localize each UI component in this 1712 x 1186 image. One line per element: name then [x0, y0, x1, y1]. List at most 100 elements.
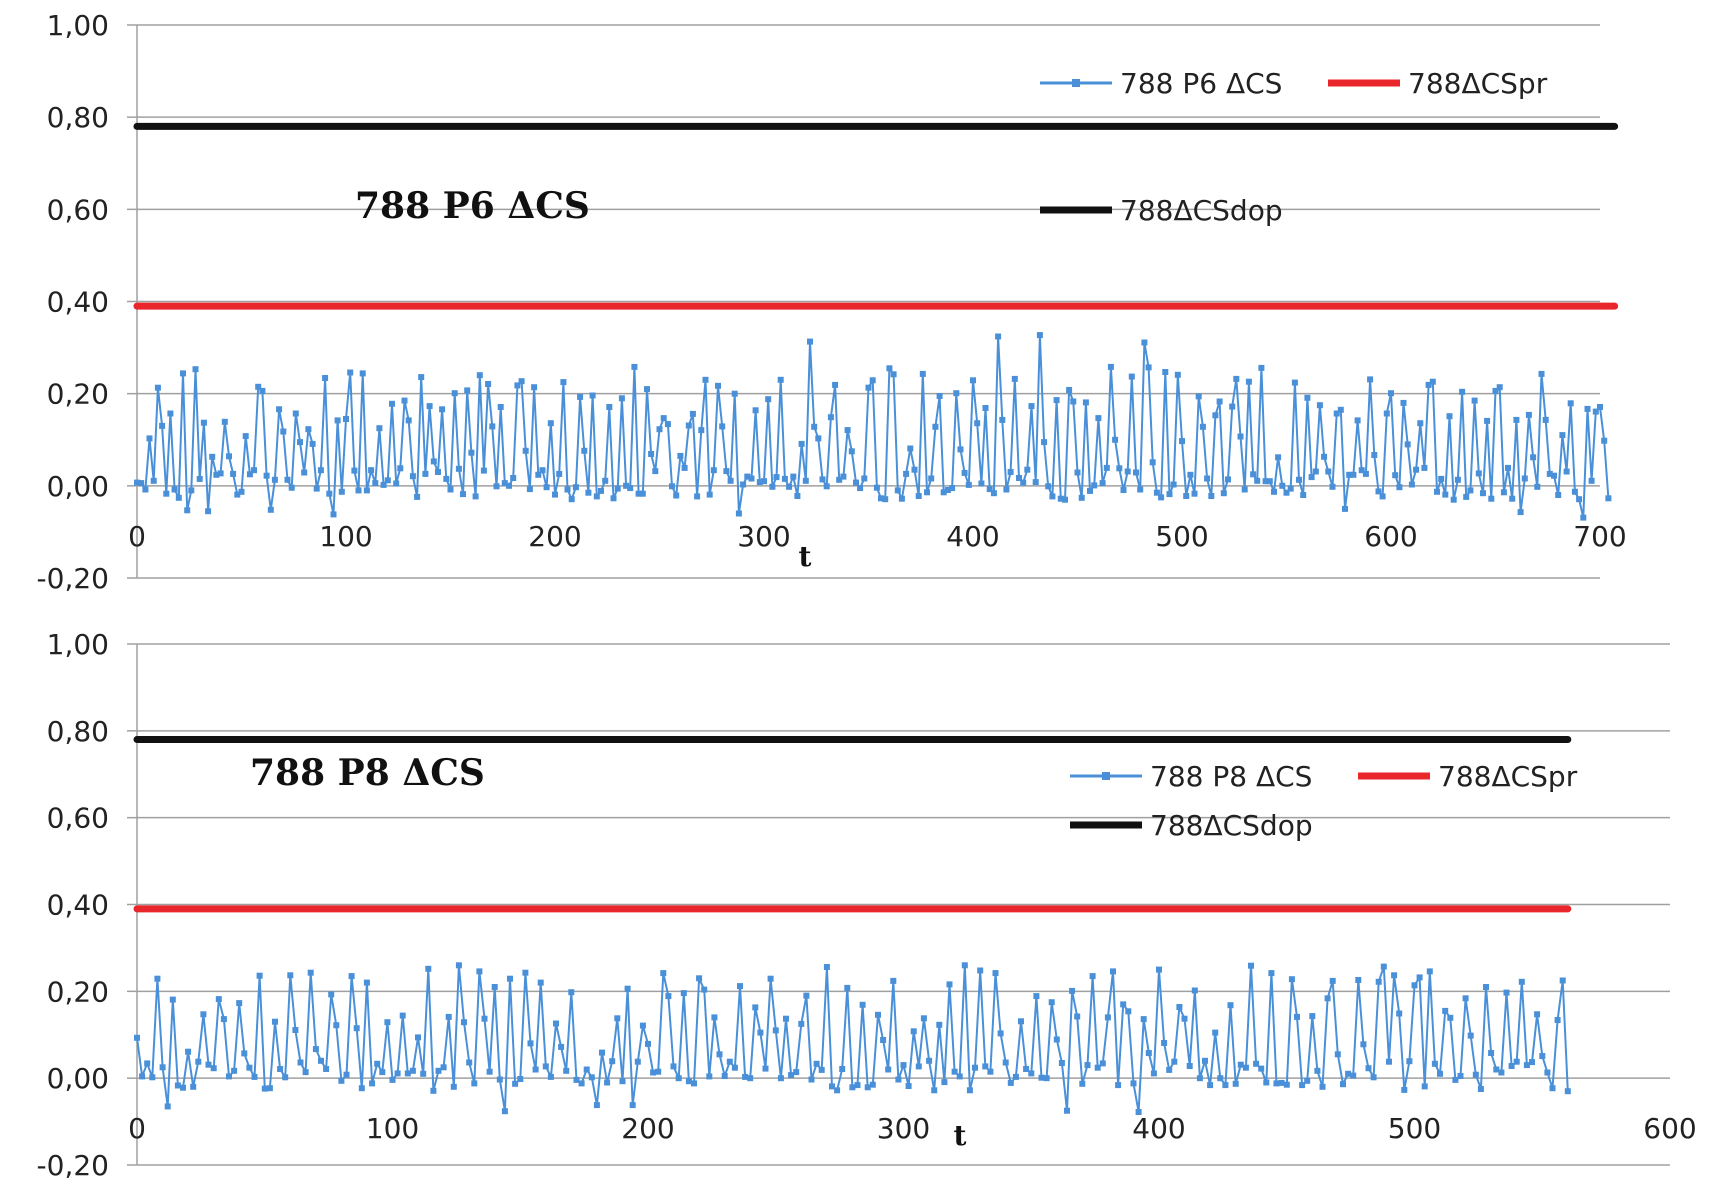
chart0-data-point — [1446, 413, 1453, 420]
chart1-data-point — [1145, 1050, 1152, 1056]
chart1-data-point — [691, 1080, 697, 1087]
chart1-data-point — [588, 1074, 595, 1081]
chart1-data-point — [905, 1083, 912, 1089]
chart0-data-point — [134, 479, 140, 486]
chart1-legend-label: 788ΔCSdop — [1150, 809, 1313, 842]
chart0-data-point — [380, 481, 387, 488]
chart0-data-point — [447, 486, 454, 493]
chart1-data-point — [1421, 1083, 1428, 1090]
chart0-data-point — [1220, 490, 1227, 497]
chart1-data-point — [1523, 1062, 1530, 1069]
chart0-data-point — [1496, 384, 1503, 391]
chart0-data-point — [1505, 464, 1511, 471]
chart0-data-point — [723, 468, 730, 475]
chart1-data-point — [256, 972, 263, 979]
chart0-data-point — [472, 493, 479, 500]
chart0-data-point — [351, 467, 358, 474]
chart0-data-point — [267, 506, 274, 513]
chart0-data-point — [1237, 433, 1244, 440]
chart1-data-point — [731, 1064, 738, 1071]
chart1-data-point — [415, 1034, 421, 1041]
chart1-data-point — [726, 1058, 733, 1065]
chart0-data-point — [326, 490, 333, 497]
chart0-data-point — [514, 382, 521, 389]
chart1-data-point — [1365, 1065, 1372, 1072]
chart0-data-point — [1170, 481, 1177, 488]
chart1-data-point — [297, 1059, 304, 1066]
chart0-data-point — [664, 421, 671, 428]
chart1-data-point — [1043, 1075, 1050, 1082]
chart1-data-point — [491, 984, 498, 990]
chart1-data-point — [1023, 1066, 1030, 1072]
chart0-data-point — [401, 397, 408, 404]
chart0-data-point — [928, 475, 935, 482]
chart0-data-point — [1333, 410, 1340, 417]
chart0-data-point — [986, 486, 993, 493]
chart1-data-point — [1442, 1007, 1449, 1014]
chart1-xtick-label: 100 — [366, 1112, 419, 1145]
chart0-data-point — [673, 492, 680, 499]
chart1-data-point — [1467, 1032, 1474, 1039]
chart0-data-point — [965, 481, 972, 488]
chart1-data-point — [992, 970, 999, 977]
chart0-data-point — [752, 407, 759, 414]
chart1-data-point — [808, 1076, 815, 1083]
chart0-data-point — [192, 366, 199, 373]
chart0-data-point — [1509, 495, 1516, 502]
chart1-data-point — [231, 1067, 238, 1074]
chart0-data-point — [1463, 493, 1470, 500]
chart1-data-point — [1273, 1080, 1280, 1087]
chart0-data-point — [510, 475, 517, 481]
chart0-data-point — [1525, 411, 1532, 418]
chart0-data-point — [1329, 483, 1336, 490]
chart0-data-point — [1538, 370, 1545, 377]
chart0-data-point — [932, 423, 939, 430]
chart0-data-point — [731, 390, 738, 397]
chart0-data-point — [493, 483, 500, 490]
chart0-data-point — [844, 427, 851, 434]
chart1-data-point — [1002, 1059, 1009, 1066]
chart0-data-point — [1045, 483, 1052, 490]
chart0-data-point — [443, 475, 450, 482]
chart0-data-point — [414, 493, 421, 500]
chart1-data-point — [1360, 1041, 1367, 1048]
chart0-ytick-label: 1,00 — [47, 9, 109, 42]
chart1-data-point — [1288, 976, 1295, 983]
chart0-data-point — [878, 495, 884, 502]
chart0-data-point — [1597, 404, 1603, 410]
chart0-data-point — [1392, 472, 1399, 479]
chart0-data-point — [593, 493, 600, 500]
chart1-data-point — [1084, 1062, 1091, 1069]
chart1-data-point — [542, 1063, 549, 1070]
chart1-data-point — [834, 1087, 841, 1094]
chart1-data-point — [634, 1058, 641, 1065]
chart1-data-point — [190, 1083, 197, 1090]
chart1-ytick-label: 0,40 — [47, 889, 109, 922]
chart0-data-point — [1396, 484, 1403, 491]
chart0-data-point — [1304, 394, 1311, 401]
chart1-data-point — [277, 1066, 284, 1072]
chart1-data-point — [650, 1069, 657, 1076]
chart1-data-point — [409, 1067, 416, 1074]
chart0-data-point — [1041, 439, 1048, 446]
chart1-data-point — [609, 1058, 616, 1065]
chart1-data-point — [614, 1015, 621, 1022]
chart0-data-point — [652, 468, 659, 475]
chart0-data-point — [1128, 373, 1135, 380]
chart1-data-point — [1426, 968, 1433, 975]
chart0-data-point — [564, 486, 571, 493]
chart0-data-point — [773, 474, 780, 481]
chart1-data-point — [144, 1060, 151, 1067]
chart0-data-point — [786, 483, 793, 490]
chart0-data-point — [368, 467, 375, 474]
chart1-data-point — [1477, 1086, 1484, 1092]
chart1-xtick-label: 500 — [1388, 1112, 1441, 1145]
chart1-data-point — [379, 1069, 386, 1076]
chart0-data-point — [1141, 339, 1148, 346]
chart0-data-point — [1195, 393, 1202, 400]
chart0-data-point — [384, 477, 391, 484]
chart0-ytick-label: -0,20 — [37, 562, 109, 595]
chart0-data-point — [1204, 475, 1211, 482]
chart0-data-point — [982, 405, 989, 411]
chart0-data-point — [1287, 485, 1294, 492]
